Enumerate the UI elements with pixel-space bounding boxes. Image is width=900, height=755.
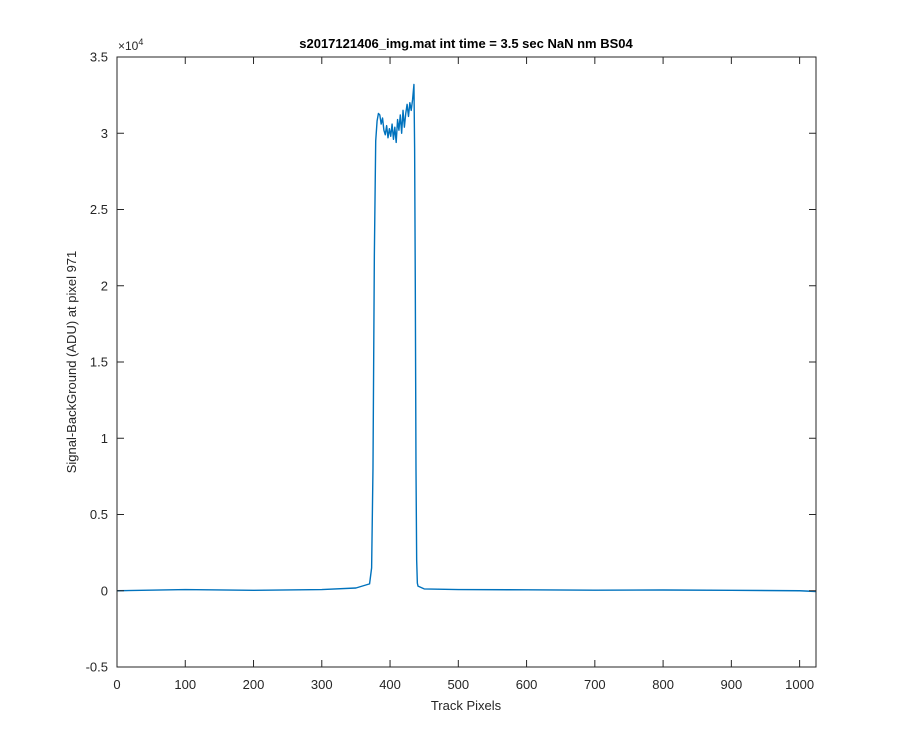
y-tick-label: 2.5 [90, 202, 108, 217]
y-tick-label: 1.5 [90, 355, 108, 370]
x-tick-label: 400 [379, 677, 401, 692]
x-tick-label: 1000 [785, 677, 814, 692]
y-axis-exponent-base: ×10 [118, 39, 139, 53]
x-tick-label: 500 [447, 677, 469, 692]
x-tick-label: 600 [516, 677, 538, 692]
y-tick-label: -0.5 [86, 660, 108, 675]
y-axis-label: Signal-BackGround (ADU) at pixel 971 [64, 251, 79, 474]
y-tick-label: 1 [101, 431, 108, 446]
y-tick-label: 0.5 [90, 507, 108, 522]
plot-area [117, 57, 816, 667]
x-tick-label: 300 [311, 677, 333, 692]
x-tick-label: 900 [721, 677, 743, 692]
y-axis-exponent: ×104 [118, 37, 143, 53]
x-tick-label: 0 [113, 677, 120, 692]
series-line-1 [116, 83, 817, 593]
x-tick-label: 700 [584, 677, 606, 692]
x-tick-label: 100 [174, 677, 196, 692]
y-tick-label: 3 [101, 126, 108, 141]
chart-title: s2017121406_img.mat int time = 3.5 sec N… [299, 36, 633, 51]
x-tick-label: 800 [652, 677, 674, 692]
x-axis-label: Track Pixels [431, 698, 502, 713]
y-axis-exponent-power: 4 [138, 37, 143, 47]
y-tick-label: 3.5 [90, 50, 108, 65]
y-tick-label: 0 [101, 583, 108, 598]
y-tick-label: 2 [101, 278, 108, 293]
x-tick-label: 200 [243, 677, 265, 692]
